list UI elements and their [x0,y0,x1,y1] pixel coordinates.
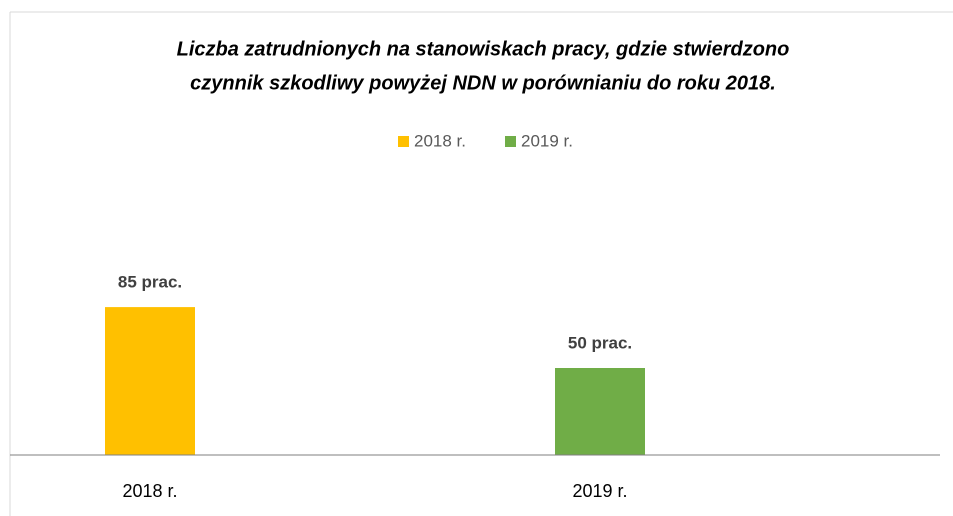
legend-swatch [398,136,409,147]
x-tick-label: 2018 r. [122,481,177,501]
legend-swatch [505,136,516,147]
legend-label: 2019 r. [521,131,573,150]
bar [105,307,195,455]
chart-title: Liczba zatrudnionych na stanowiskach pra… [177,38,790,60]
data-label: 85 prac. [118,273,182,292]
legend-label: 2018 r. [414,131,466,150]
x-tick-label: 2019 r. [572,481,627,501]
data-label: 50 prac. [568,333,632,352]
chart-title: czynnik szkodliwy powyżej NDN w porównia… [190,72,776,94]
bar [555,368,645,455]
